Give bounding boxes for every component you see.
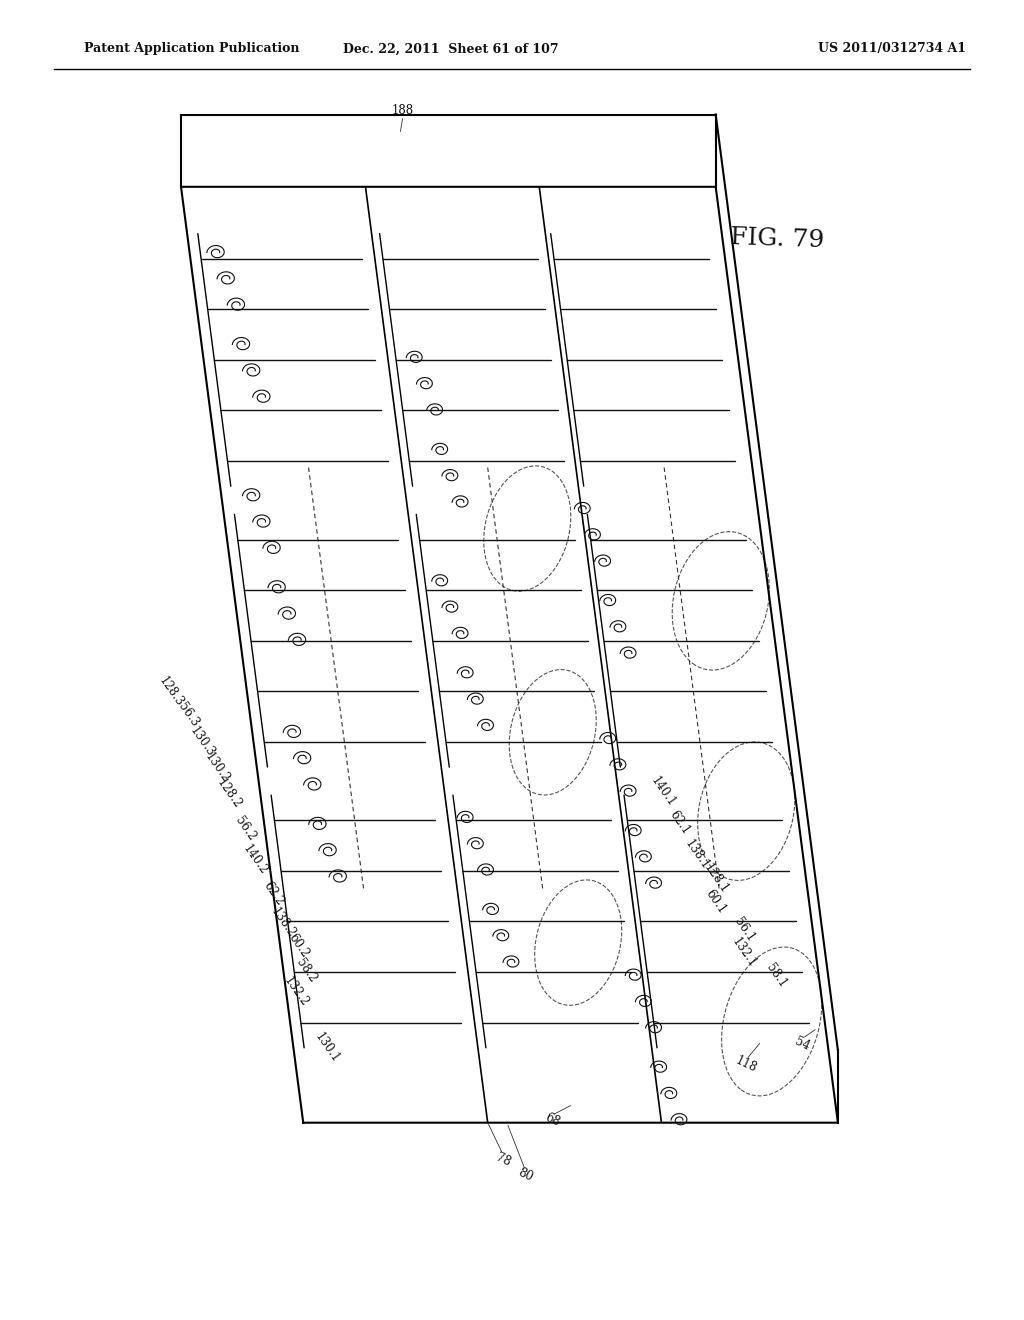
- Text: 128.1: 128.1: [700, 861, 730, 895]
- Text: 56.1: 56.1: [731, 915, 757, 944]
- Text: Dec. 22, 2011  Sheet 61 of 107: Dec. 22, 2011 Sheet 61 of 107: [343, 42, 559, 55]
- Text: Patent Application Publication: Patent Application Publication: [84, 42, 300, 55]
- Text: 118: 118: [733, 1055, 759, 1076]
- Text: 130.3: 130.3: [187, 723, 217, 759]
- Text: 130.2: 130.2: [202, 750, 231, 785]
- Text: 58.1: 58.1: [764, 961, 790, 990]
- Text: 140.1: 140.1: [648, 774, 678, 809]
- Text: 140.2: 140.2: [241, 842, 270, 878]
- Text: 62.2: 62.2: [261, 879, 287, 908]
- Text: 188: 188: [392, 104, 414, 117]
- Text: 128.3: 128.3: [156, 675, 185, 709]
- Text: 80: 80: [516, 1167, 535, 1184]
- Text: 130.1: 130.1: [311, 1031, 342, 1065]
- Text: 132.1: 132.1: [729, 936, 759, 970]
- Text: 78: 78: [494, 1151, 512, 1168]
- Text: 138.2: 138.2: [268, 906, 298, 940]
- Text: 56.3: 56.3: [175, 701, 201, 730]
- Text: 62.1: 62.1: [668, 809, 693, 837]
- Text: 58.2: 58.2: [294, 956, 319, 985]
- Text: 56.2: 56.2: [232, 814, 258, 842]
- Text: 60.1: 60.1: [702, 887, 728, 916]
- Text: 128.2: 128.2: [214, 776, 244, 812]
- Text: FIG. 79: FIG. 79: [729, 226, 824, 252]
- Text: 54: 54: [793, 1035, 812, 1053]
- Text: 68: 68: [544, 1111, 562, 1129]
- Text: 132.2: 132.2: [282, 974, 311, 1008]
- Text: US 2011/0312734 A1: US 2011/0312734 A1: [817, 42, 966, 55]
- Text: 138.1: 138.1: [682, 837, 713, 873]
- Text: 60.2: 60.2: [286, 931, 311, 960]
